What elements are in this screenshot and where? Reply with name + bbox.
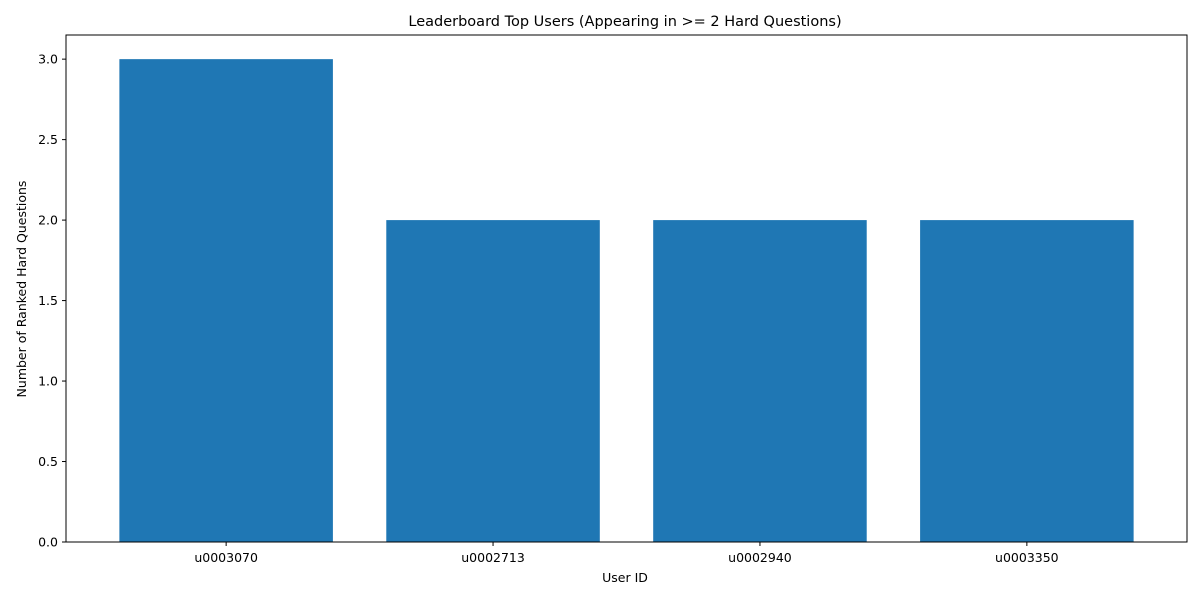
plot-area-frame — [65, 34, 1188, 543]
y-tick-label: 1.5 — [38, 293, 58, 308]
x-tick-label: u0002713 — [461, 550, 525, 565]
bar-u0003070 — [119, 59, 333, 543]
x-tick-label: u0003070 — [194, 550, 258, 565]
bar-u0002940 — [653, 220, 867, 542]
bar-u0002713 — [386, 220, 600, 542]
y-tick-label: 1.0 — [38, 374, 58, 389]
y-tick-label: 2.0 — [38, 213, 58, 228]
chart-title: Leaderboard Top Users (Appearing in >= 2… — [408, 14, 841, 30]
bar-u0003350 — [920, 220, 1134, 542]
y-tick-label: 0.0 — [38, 535, 58, 550]
x-tick-label: u0003350 — [995, 550, 1059, 565]
bars-layer — [119, 59, 1134, 543]
y-axis-label: Number of Ranked Hard Questions — [14, 181, 29, 398]
y-tick-label: 3.0 — [38, 52, 58, 67]
x-axis-ticks: u0003070 u0002713 u0002940 u0003350 — [194, 542, 1059, 565]
y-axis-ticks: 0.0 0.5 1.0 1.5 2.0 2.5 3.0 — [38, 52, 66, 550]
x-tick-label: u0002940 — [728, 550, 792, 565]
x-axis-label: User ID — [602, 570, 648, 585]
y-tick-label: 2.5 — [38, 132, 58, 147]
y-tick-label: 0.5 — [38, 454, 58, 469]
